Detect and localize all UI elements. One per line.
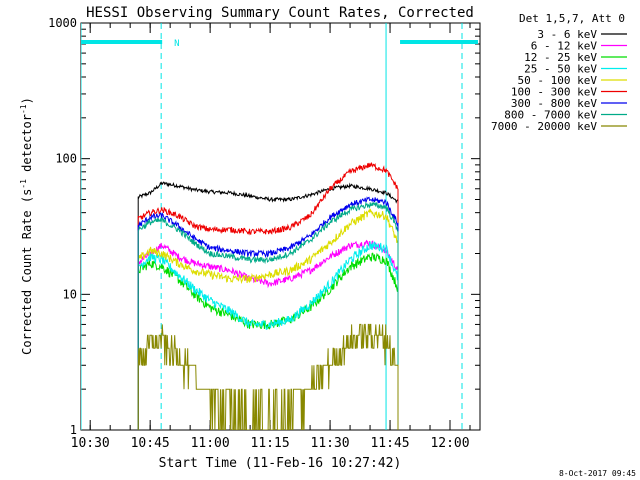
legend-label: 6 - 12 keV — [531, 40, 598, 53]
x-axis-ticks: 10:30 10:45 11:00 11:15 11:30 11:45 12:00 — [71, 23, 471, 451]
x-tick-label: 12:00 — [430, 436, 469, 451]
legend-label: 100 - 300 keV — [511, 86, 597, 99]
y-tick-label: 1000 — [48, 16, 77, 30]
series-line — [137, 241, 399, 430]
series-line — [137, 252, 399, 430]
series-line — [137, 196, 399, 430]
legend-title: Det 1,5,7, Att 0 — [519, 12, 625, 25]
series-line — [137, 323, 399, 430]
x-tick-label: 10:30 — [71, 436, 110, 451]
y-tick-label: 100 — [55, 152, 77, 166]
series-line — [137, 181, 399, 430]
observing-flags: N — [81, 23, 479, 430]
series-line — [137, 208, 399, 430]
x-tick-label: 10:45 — [131, 436, 170, 451]
legend-label: 50 - 100 keV — [518, 74, 598, 87]
footer-date: 8-Oct-2017 09:45 — [559, 469, 636, 478]
plot-frame — [80, 22, 481, 431]
x-tick-label: 11:15 — [251, 436, 290, 451]
flag-label: N — [174, 39, 179, 49]
x-tick-label: 11:00 — [191, 436, 230, 451]
legend-label: 800 - 7000 keV — [504, 109, 597, 122]
y-axis-label: Corrected Count Rate (s-1 detector-1) — [19, 97, 34, 355]
x-tick-label: 11:45 — [370, 436, 409, 451]
series-line — [137, 162, 399, 430]
y-tick-label: 10 — [63, 287, 77, 301]
legend-label: 3 - 6 keV — [537, 28, 597, 41]
y-axis-ticks: 1 10 100 1000 — [48, 16, 480, 437]
legend-label: 25 - 50 keV — [524, 63, 597, 76]
x-axis-label: Start Time (11-Feb-16 10:27:42) — [159, 456, 402, 471]
legend-label: 300 - 800 keV — [511, 97, 597, 110]
series-line — [137, 239, 399, 430]
x-tick-label: 11:30 — [311, 436, 350, 451]
y-tick-label: 1 — [70, 423, 77, 437]
count-rate-series — [137, 162, 399, 430]
chart-title: HESSI Observing Summary Count Rates, Cor… — [86, 5, 474, 21]
series-line — [137, 201, 399, 430]
legend-label: 7000 - 20000 keV — [491, 120, 597, 133]
legend-label: 12 - 25 keV — [524, 51, 597, 64]
